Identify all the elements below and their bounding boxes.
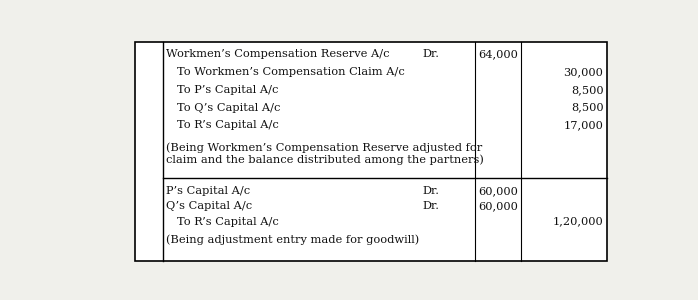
Text: To Workmen’s Compensation Claim A/c: To Workmen’s Compensation Claim A/c	[177, 67, 405, 77]
Text: To R’s Capital A/c: To R’s Capital A/c	[177, 120, 279, 130]
Text: (Being Workmen’s Compensation Reserve adjusted for: (Being Workmen’s Compensation Reserve ad…	[166, 142, 482, 153]
Text: Workmen’s Compensation Reserve A/c: Workmen’s Compensation Reserve A/c	[166, 50, 389, 59]
Text: P’s Capital A/c: P’s Capital A/c	[166, 186, 251, 196]
Text: 17,000: 17,000	[563, 120, 603, 130]
Text: Dr.: Dr.	[422, 50, 439, 59]
Text: 60,000: 60,000	[478, 186, 518, 196]
Text: (Being adjustment entry made for goodwill): (Being adjustment entry made for goodwil…	[166, 235, 419, 245]
Text: To R’s Capital A/c: To R’s Capital A/c	[177, 217, 279, 226]
Text: claim and the balance distributed among the partners): claim and the balance distributed among …	[166, 155, 484, 165]
Text: 8,500: 8,500	[571, 103, 603, 112]
Text: 1,20,000: 1,20,000	[553, 217, 603, 226]
Text: Dr.: Dr.	[422, 186, 439, 196]
Text: 8,500: 8,500	[571, 85, 603, 95]
Bar	[135, 42, 607, 261]
Text: Q’s Capital A/c: Q’s Capital A/c	[166, 201, 253, 211]
Text: To Q’s Capital A/c: To Q’s Capital A/c	[177, 103, 281, 112]
Text: 60,000: 60,000	[478, 201, 518, 211]
Text: To P’s Capital A/c: To P’s Capital A/c	[177, 85, 279, 95]
Text: 64,000: 64,000	[478, 50, 518, 59]
Text: Dr.: Dr.	[422, 201, 439, 211]
Text: 30,000: 30,000	[563, 67, 603, 77]
